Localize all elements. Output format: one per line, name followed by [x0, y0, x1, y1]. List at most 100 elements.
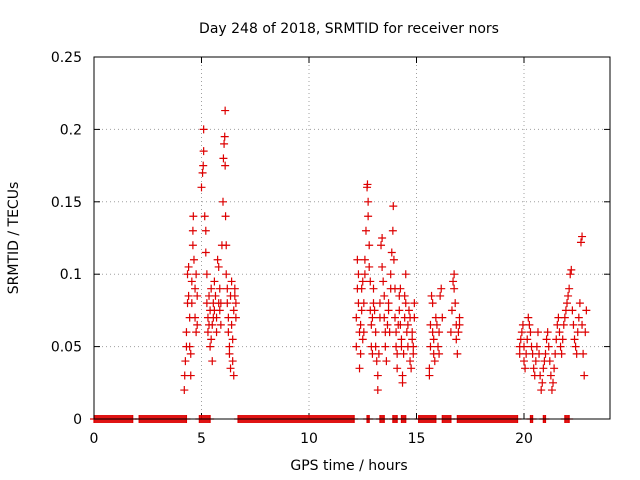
data-point — [558, 335, 567, 344]
data-point — [216, 320, 225, 329]
data-point — [207, 284, 216, 293]
data-point — [386, 270, 395, 279]
data-point — [410, 299, 419, 308]
data-point — [203, 328, 212, 337]
data-point — [357, 284, 366, 293]
data-point — [533, 328, 542, 337]
data-point — [380, 313, 389, 322]
x-tick-label: 5 — [197, 431, 206, 447]
data-point — [576, 238, 585, 247]
grid — [94, 57, 610, 419]
data-point — [231, 299, 240, 308]
data-point — [435, 349, 444, 358]
data-point — [549, 378, 558, 387]
data-point — [408, 328, 417, 337]
data-point — [365, 241, 374, 250]
data-point — [455, 320, 464, 329]
data-point — [373, 371, 382, 380]
data-point — [360, 270, 369, 279]
data-point — [435, 328, 444, 337]
data-point — [359, 299, 368, 308]
data-point — [406, 357, 415, 366]
data-point — [373, 386, 382, 395]
data-point — [384, 306, 393, 315]
data-point — [364, 212, 373, 221]
data-point — [191, 313, 200, 322]
data-point — [446, 328, 455, 337]
data-point — [356, 320, 365, 329]
data-point — [566, 270, 575, 279]
data-point — [228, 357, 237, 366]
data-point — [192, 328, 201, 337]
data-point — [544, 342, 553, 351]
data-point — [531, 357, 540, 366]
data-point — [537, 386, 546, 395]
data-point — [580, 371, 589, 380]
data-point — [224, 313, 233, 322]
data-point — [525, 320, 534, 329]
data-point — [523, 335, 532, 344]
x-tick-label: 15 — [408, 431, 426, 447]
data-point — [191, 284, 200, 293]
data-point — [434, 342, 442, 351]
data-point — [364, 197, 373, 206]
data-point — [452, 335, 461, 344]
data-point — [410, 313, 419, 322]
data-point — [393, 364, 402, 373]
data-point — [182, 328, 191, 337]
data-point — [214, 262, 223, 271]
data-point — [223, 299, 232, 308]
y-axis-label: SRMTID / TECUs — [6, 182, 22, 295]
data-point — [370, 306, 379, 315]
data-point — [222, 241, 231, 250]
data-point — [363, 180, 372, 189]
data-point — [438, 313, 447, 322]
data-point — [193, 320, 202, 329]
data-point — [212, 313, 221, 322]
data-point — [186, 349, 195, 358]
data-point — [201, 226, 210, 235]
data-point — [378, 262, 387, 271]
data-point — [199, 161, 208, 170]
data-point — [221, 161, 230, 170]
data-point — [401, 299, 410, 308]
data-point — [575, 299, 584, 308]
data-point — [186, 371, 195, 380]
data-point — [189, 212, 198, 221]
data-point — [546, 371, 555, 380]
x-tick-label: 10 — [300, 431, 318, 447]
data-point — [578, 320, 587, 329]
data-point — [377, 241, 386, 250]
data-point — [428, 299, 437, 308]
data-point — [520, 342, 528, 351]
data-point — [425, 371, 434, 380]
data-point — [355, 364, 364, 373]
data-point — [378, 234, 387, 242]
data-point — [399, 349, 408, 358]
data-point — [219, 154, 228, 163]
data-point — [206, 342, 215, 351]
data-point — [398, 371, 407, 380]
data-point — [223, 284, 232, 293]
data-point — [383, 320, 392, 329]
data-point — [450, 284, 459, 293]
data-point — [573, 328, 582, 337]
data-point — [212, 328, 221, 337]
data-point — [389, 202, 398, 211]
data-point — [455, 313, 464, 322]
data-point — [543, 328, 552, 337]
y-tick-label: 0 — [73, 412, 82, 428]
data-point — [222, 270, 231, 279]
data-point — [382, 357, 391, 366]
data-point — [189, 255, 198, 264]
data-point — [409, 342, 418, 351]
data-point — [184, 291, 193, 300]
data-point — [208, 320, 217, 329]
y-tick-label: 0.1 — [60, 267, 82, 283]
data-point — [199, 147, 208, 156]
data-point — [579, 349, 588, 358]
data-point — [187, 277, 196, 286]
data-point — [361, 226, 370, 235]
data-point — [564, 291, 573, 300]
